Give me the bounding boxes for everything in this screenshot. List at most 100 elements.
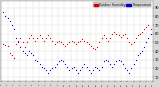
Point [8,52,11,54]
Point [32,55,35,56]
Point [68,70,71,71]
Point [79,40,81,41]
Point [132,42,135,43]
Point [6,45,9,47]
Point [128,72,131,74]
Point [130,68,133,69]
Point [13,29,15,30]
Point [145,26,148,27]
Point [60,42,62,43]
Point [23,46,26,47]
Point [119,61,122,62]
Point [104,37,107,39]
Point [149,29,152,30]
Point [83,40,86,41]
Point [128,42,131,43]
Point [68,42,71,43]
Point [30,52,32,54]
Point [2,43,5,45]
Point [4,16,7,17]
Point [83,63,86,65]
Point [147,37,150,39]
Point [90,45,92,47]
Point [62,43,64,45]
Point [149,33,152,34]
Point [75,70,77,71]
Point [62,61,64,62]
Point [26,42,28,43]
Point [102,61,105,62]
Point [109,63,111,65]
Point [111,66,113,67]
Point [94,49,96,50]
Point [115,61,118,62]
Point [126,37,128,39]
Point [124,68,126,69]
Point [94,66,96,67]
Point [117,35,120,36]
Point [51,68,54,69]
Point [34,40,37,41]
Point [38,35,41,36]
Point [100,37,103,39]
Point [122,35,124,36]
Point [26,55,28,56]
Point [85,66,88,67]
Point [43,40,45,41]
Point [141,31,143,33]
Point [30,35,32,36]
Point [49,37,52,39]
Point [113,31,116,33]
Point [122,63,124,65]
Point [72,42,75,43]
Point [107,40,109,41]
Point [75,43,77,45]
Point [136,55,139,56]
Point [126,70,128,71]
Point [92,70,94,71]
Point [66,43,69,45]
Point [115,33,118,34]
Point [28,50,30,52]
Point [77,72,79,74]
Point [58,61,60,62]
Point [43,68,45,69]
Point [87,70,90,71]
Point [60,59,62,60]
Point [17,40,20,41]
Point [104,59,107,60]
Point [134,59,137,60]
Point [141,50,143,52]
Point [47,35,49,36]
Point [85,42,88,43]
Point [11,55,13,56]
Point [113,63,116,65]
Point [45,37,47,39]
Point [58,40,60,41]
Point [143,46,145,47]
Point [102,35,105,36]
Point [90,72,92,74]
Point [4,44,7,46]
Point [100,66,103,67]
Point [2,11,5,13]
Point [38,63,41,65]
Point [109,37,111,39]
Point [15,43,17,45]
Point [130,43,133,45]
Point [53,66,56,67]
Point [143,29,145,30]
Point [92,47,94,48]
Point [8,20,11,21]
Point [28,37,30,39]
Point [55,63,58,65]
Point [147,24,150,26]
Point [72,66,75,67]
Point [40,37,43,39]
Point [53,43,56,45]
Point [70,40,73,41]
Point [139,33,141,34]
Point [117,59,120,60]
Point [21,42,24,43]
Point [124,33,126,34]
